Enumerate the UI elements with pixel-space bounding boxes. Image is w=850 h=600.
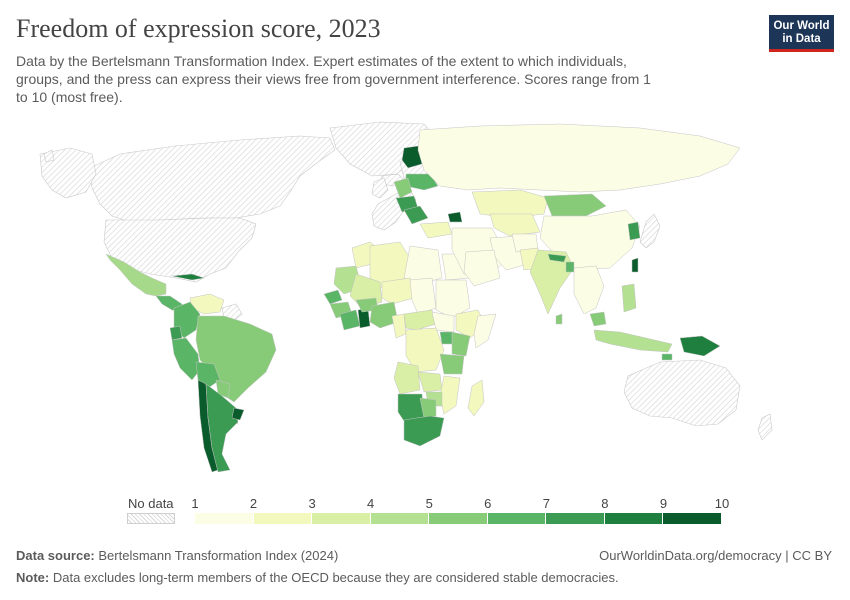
region-australia xyxy=(623,359,741,427)
region-central-asia xyxy=(489,213,541,237)
region-car xyxy=(403,309,437,331)
data-source-value: Bertelsmann Transformation Index (2024) xyxy=(98,548,339,563)
legend-swatch-3-4 xyxy=(312,513,371,524)
region-kazakhstan xyxy=(471,189,549,219)
region-brazil xyxy=(195,315,277,403)
region-indonesia xyxy=(593,329,673,353)
region-mongolia xyxy=(543,193,607,217)
region-philippines xyxy=(621,283,637,313)
region-cameroon xyxy=(391,313,407,339)
legend-tick-9: 9 xyxy=(659,496,668,511)
legend-tick-1: 1 xyxy=(191,496,199,511)
owid-logo[interactable]: Our World in Data xyxy=(769,15,834,52)
region-canada xyxy=(89,135,336,223)
footnote: Note: Data excludes long-term members of… xyxy=(16,570,619,585)
data-source-label: Data source: xyxy=(16,548,95,563)
legend-swatch-6-7 xyxy=(487,513,547,524)
legend-swatch-2-3 xyxy=(253,513,313,524)
region-greenland-small xyxy=(43,149,55,163)
region-taiwan xyxy=(631,257,639,273)
region-drc xyxy=(405,327,445,373)
chart-title: Freedom of expression score, 2023 xyxy=(16,14,381,43)
legend-tick-5: 5 xyxy=(425,496,433,511)
region-south-sudan xyxy=(431,311,455,333)
region-nepal xyxy=(547,253,567,263)
region-japan xyxy=(639,213,661,249)
note-value: Data excludes long-term members of the O… xyxy=(52,570,619,585)
region-bangladesh xyxy=(565,261,575,273)
region-bolivia xyxy=(195,361,221,389)
legend-tick-3: 3 xyxy=(308,496,316,511)
region-korea xyxy=(627,221,641,241)
region-mozambique xyxy=(439,375,461,415)
region-turkey xyxy=(419,221,453,239)
region-russia xyxy=(417,123,741,193)
logo-line-1: Our World xyxy=(773,20,830,32)
region-kenya xyxy=(451,331,471,357)
region-se-asia xyxy=(573,265,605,315)
region-new-zealand xyxy=(757,413,773,441)
legend-nodata-swatch xyxy=(127,513,175,524)
region-georgia xyxy=(447,211,463,223)
region-argentina xyxy=(205,383,239,473)
legend-swatch-9-10 xyxy=(663,513,722,524)
legend-swatch-7-8 xyxy=(546,513,605,524)
region-malaysia xyxy=(589,311,607,327)
region-botswana xyxy=(419,397,437,419)
region-ecuador xyxy=(169,325,183,341)
region-south-africa xyxy=(403,415,445,447)
legend-swatch-1-2 xyxy=(195,513,254,524)
region-mexico xyxy=(105,253,167,297)
region-cote-divoire xyxy=(339,309,361,331)
region-belarus xyxy=(401,145,423,169)
region-peru xyxy=(171,337,201,381)
region-chad xyxy=(409,277,437,315)
legend-swatch-4-5 xyxy=(370,513,430,524)
region-uganda xyxy=(439,331,453,345)
legend-tick-4: 4 xyxy=(367,496,375,511)
region-angola xyxy=(393,361,421,395)
region-baltics xyxy=(393,177,413,199)
region-balkans xyxy=(403,205,429,225)
region-saudi xyxy=(463,249,501,287)
legend-tick-6: 6 xyxy=(484,496,492,511)
region-timor xyxy=(661,353,673,361)
legend-tick-10: 10 xyxy=(714,496,730,511)
region-madagascar xyxy=(467,379,485,417)
region-cuba xyxy=(171,273,205,281)
note-label: Note: xyxy=(16,570,50,585)
region-uruguay xyxy=(231,407,245,421)
legend-tick-2: 2 xyxy=(249,496,258,511)
region-sri-lanka xyxy=(555,313,563,325)
region-png xyxy=(679,335,721,357)
region-uk xyxy=(371,177,389,199)
legend-swatch-5-6 xyxy=(429,513,488,524)
chart-subtitle: Data by the Bertelsmann Transformation I… xyxy=(16,53,651,105)
region-tanzania xyxy=(439,353,465,375)
source-link[interactable]: OurWorldinData.org/democracy | CC BY xyxy=(599,548,832,563)
legend-tick-8: 8 xyxy=(601,496,609,511)
legend-swatch-8-9 xyxy=(604,513,664,524)
region-somalia xyxy=(473,313,497,349)
legend-tick-7: 7 xyxy=(542,496,550,511)
color-legend: No data 1 2 3 4 5 6 7 8 9 10 xyxy=(0,496,850,536)
country-regions xyxy=(105,123,741,473)
region-niger xyxy=(381,277,415,305)
region-zambia xyxy=(417,371,443,393)
data-source: Data source: Bertelsmann Transformation … xyxy=(16,548,338,563)
region-senegal xyxy=(323,289,343,305)
logo-line-2: in Data xyxy=(782,33,821,45)
region-nigeria xyxy=(369,301,399,329)
region-alaska xyxy=(39,147,97,199)
region-india xyxy=(529,249,575,315)
world-map[interactable] xyxy=(0,118,850,488)
legend-nodata-label: No data xyxy=(128,496,174,511)
region-paraguay xyxy=(215,379,231,399)
